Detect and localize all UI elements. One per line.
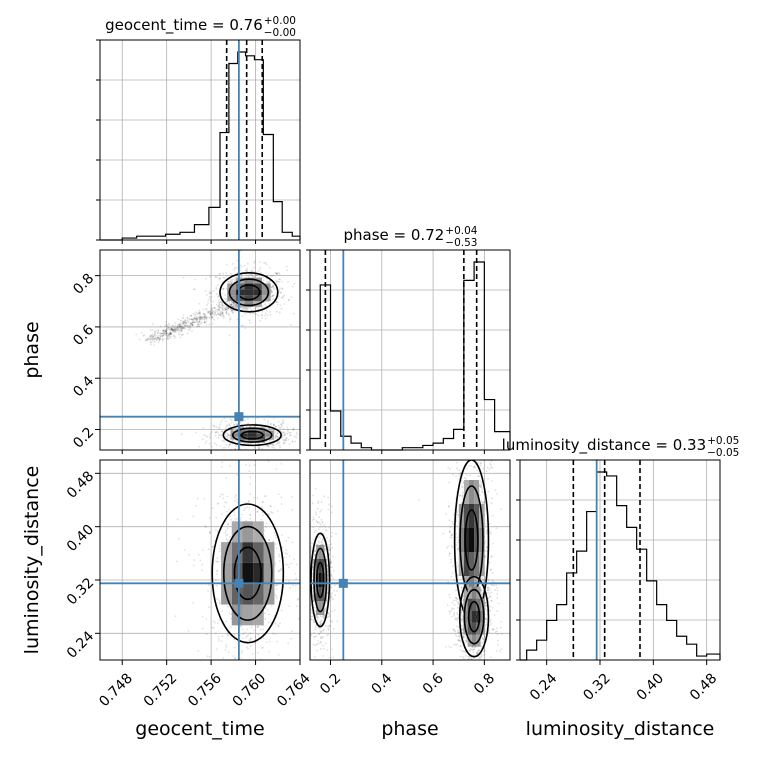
- panel-content: [174, 460, 300, 660]
- axes-background: [100, 40, 300, 240]
- title-plus: +0.00: [264, 15, 296, 27]
- x-axis-label-phase: phase: [381, 718, 438, 740]
- title-text: geocent_time = 0.76: [105, 16, 263, 35]
- contour-level-1: [313, 547, 328, 613]
- y-axis-label-luminosity_distance: luminosity_distance: [21, 466, 43, 655]
- title-plus: +0.04: [445, 225, 477, 237]
- title-geocent_time: geocent_time = 0.76 +0.00−0.00: [105, 15, 296, 39]
- contour-level-0: [458, 575, 490, 658]
- histogram-geocent_time: [100, 51, 301, 241]
- histogram-luminosity_distance: [520, 471, 721, 661]
- hist-panel-geocent_time: [96, 39, 301, 241]
- panel-content: [310, 460, 503, 660]
- contour-level-1: [222, 525, 273, 621]
- axes-background: [520, 460, 720, 660]
- contour-level-1: [463, 588, 485, 645]
- scatter-panel-phase-luminosity_distance: [309, 459, 511, 661]
- title-minus: −0.05: [707, 447, 739, 459]
- axes-frame: [99, 39, 301, 241]
- axes-frame: [309, 249, 511, 451]
- axes-frame: [309, 459, 511, 661]
- panel-content: [135, 250, 300, 450]
- contour-level-0: [222, 424, 282, 447]
- contour-level-0: [310, 532, 331, 628]
- axes-frame: [99, 459, 301, 661]
- scatter-panel-geocent_time-luminosity_distance: [99, 459, 301, 661]
- contour-level-2: [240, 430, 264, 440]
- scatter-panel-geocent_time-phase: [99, 249, 301, 451]
- contour-level-0: [219, 272, 279, 313]
- contour-level-2: [464, 509, 479, 571]
- contour-level-1: [231, 427, 273, 443]
- histogram-phase: [309, 261, 511, 451]
- contour-level-1: [228, 278, 270, 307]
- contour-level-2: [233, 546, 262, 601]
- hist-panel-luminosity_distance: [516, 459, 721, 661]
- title-minus: −0.53: [445, 237, 477, 249]
- title-luminosity_distance: luminosity_distance = 0.33 +0.05−0.05: [502, 435, 740, 459]
- axes-frame: [519, 459, 721, 661]
- hist-panel-phase: [306, 249, 511, 451]
- axes-background: [310, 250, 510, 450]
- y-axis-label-phase: phase: [21, 321, 43, 378]
- contour-level-2: [315, 561, 325, 599]
- title-phase: phase = 0.72 +0.04−0.53: [344, 225, 478, 249]
- title-text: phase = 0.72: [344, 226, 445, 244]
- title-plus: +0.05: [707, 435, 739, 447]
- x-axis-label-luminosity_distance: luminosity_distance: [526, 718, 715, 740]
- title-text: luminosity_distance = 0.33: [502, 436, 706, 455]
- x-axis-label-geocent_time: geocent_time: [135, 718, 264, 740]
- truth-marker: [234, 412, 244, 422]
- contour-level-0: [211, 503, 285, 644]
- contour-level-2: [467, 600, 481, 633]
- truth-marker: [338, 578, 348, 588]
- title-minus: −0.00: [264, 27, 296, 39]
- axes-frame: [99, 249, 301, 451]
- truth-marker: [234, 578, 244, 588]
